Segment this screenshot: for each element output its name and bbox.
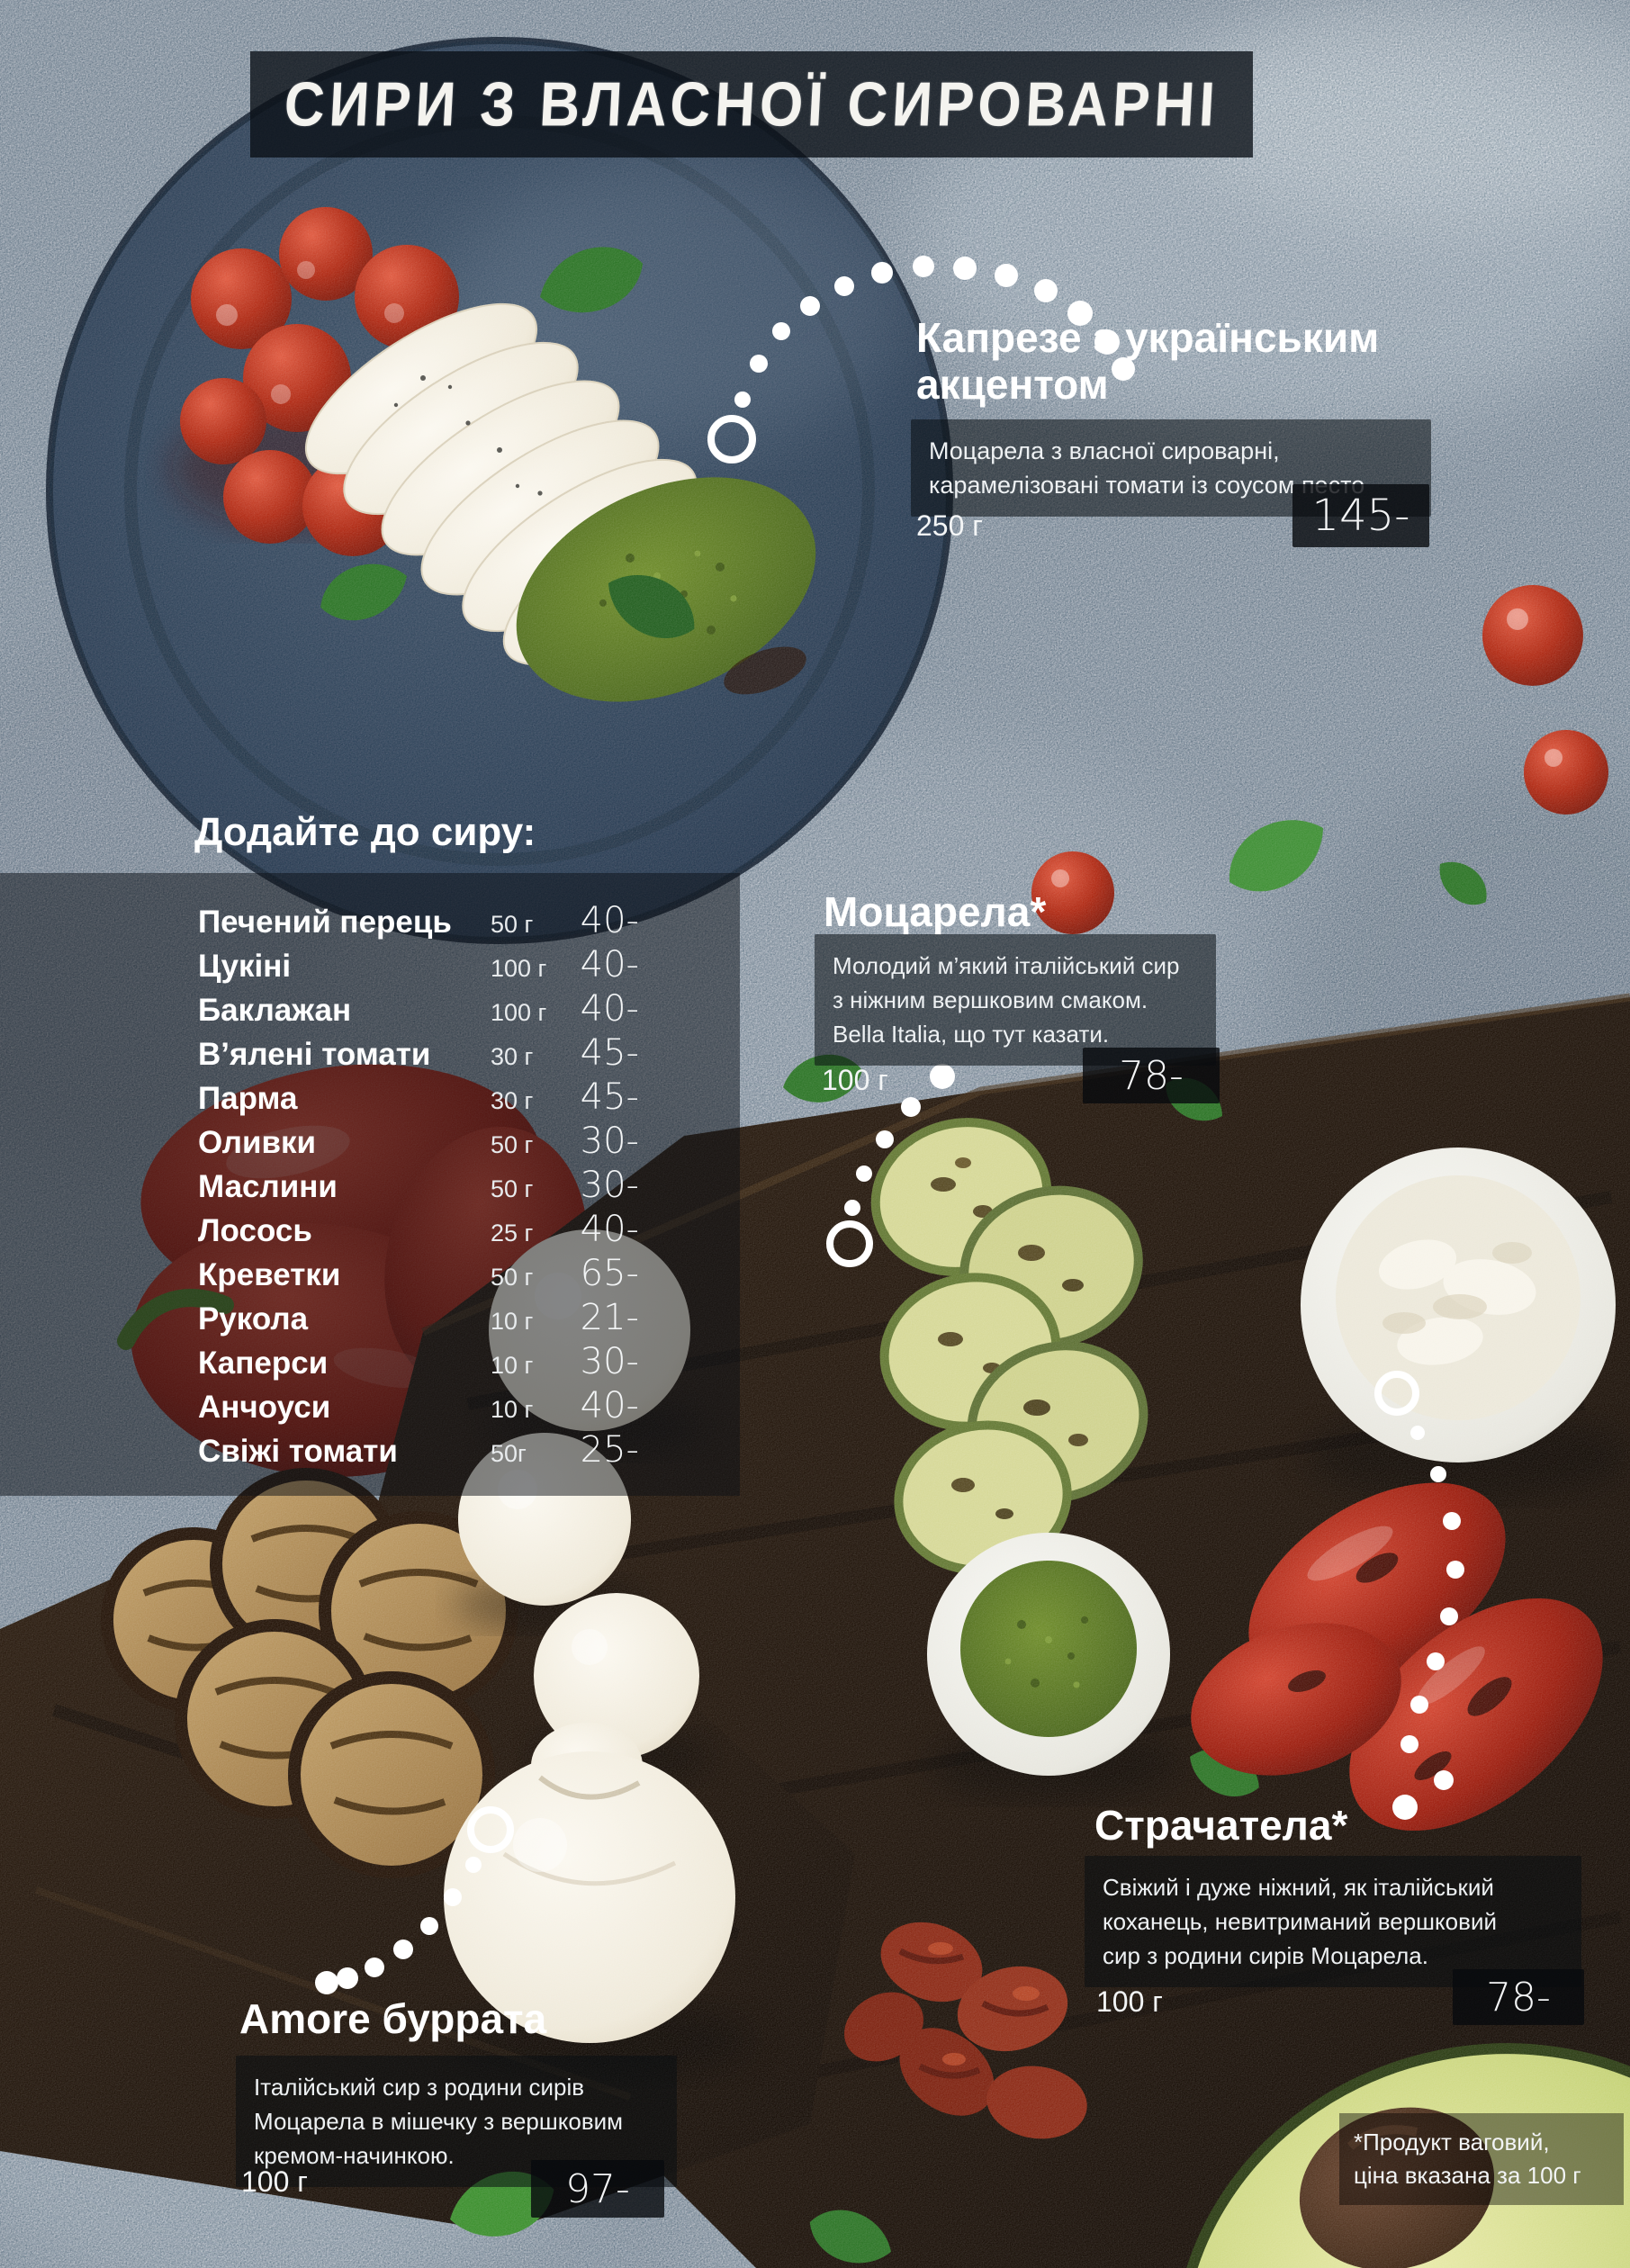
addon-row: Свіжі томати 50г 25- [198, 1429, 639, 1473]
addon-row: Каперси 10 г 30- [198, 1341, 639, 1385]
addon-price: 21- [580, 1297, 639, 1338]
leader-dots-caprese [707, 256, 1135, 464]
dish-weight-stracciatella: 100 г [1096, 1985, 1163, 2018]
dish-weight-caprese: 250 г [916, 509, 983, 542]
addon-weight: 30 г [491, 1043, 534, 1070]
dish-price-mozzarella: 78- [1083, 1048, 1220, 1103]
ring-marker-stracciatella [1374, 1371, 1419, 1416]
addon-row: Оливки 50 г 30- [198, 1120, 639, 1165]
dish-description-stracciatella: Свіжий і дуже ніжний, як італійський кох… [1085, 1856, 1581, 1987]
ring-marker-caprese [707, 415, 756, 464]
weight-product-footnote: *Продукт ваговий, ціна вказана за 100 г [1339, 2113, 1624, 2205]
addon-price: 40- [580, 1209, 639, 1250]
addon-row: Креветки 50 г 65- [198, 1253, 639, 1297]
addon-name: Оливки [198, 1125, 317, 1160]
addon-weight: 50 г [491, 1131, 534, 1158]
addons-heading: Додайте до сиру: [194, 810, 536, 854]
addon-price: 40- [580, 900, 639, 941]
dish-price-stracciatella: 78- [1453, 1969, 1584, 2025]
addon-price: 45- [580, 1076, 639, 1118]
addon-row: Парма 30 г 45- [198, 1076, 639, 1120]
addon-weight: 50г [491, 1440, 527, 1467]
addon-name: Печений перець [198, 904, 452, 940]
addon-row: Маслини 50 г 30- [198, 1165, 639, 1209]
page-title: СИРИ З ВЛАСНОЇ СИРОВАРНІ [282, 69, 1221, 140]
addon-price: 65- [580, 1253, 639, 1294]
addon-name: Свіжі томати [198, 1434, 398, 1469]
addon-weight: 10 г [491, 1352, 534, 1379]
dish-title-mozzarella: Моцарела* [824, 888, 1047, 935]
dish-weight-mozzarella: 100 г [822, 1064, 888, 1096]
addon-price: 45- [580, 1032, 639, 1074]
page-title-band: СИРИ З ВЛАСНОЇ СИРОВАРНІ [250, 51, 1253, 158]
addon-weight: 50 г [491, 911, 534, 938]
addon-price: 40- [580, 1385, 639, 1426]
addon-row: Печений перець 50 г 40- [198, 900, 639, 944]
addon-price: 30- [580, 1165, 639, 1206]
dish-title-caprese: Капрезе з українським акцентом [916, 314, 1380, 409]
addon-row: В’ялені томати 30 г 45- [198, 1032, 639, 1076]
dish-title-stracciatella: Страчатела* [1094, 1802, 1348, 1849]
addon-name: Анчоуси [198, 1390, 331, 1425]
dish-title-caprese-line1: Капрезе з українським [916, 314, 1380, 361]
addon-name: Рукола [198, 1301, 309, 1336]
dish-price-burrata: 97- [531, 2160, 664, 2218]
addon-name: Лосось [198, 1213, 312, 1248]
addon-weight: 50 г [491, 1175, 534, 1202]
ring-marker-burrata [467, 1806, 514, 1853]
addon-weight: 10 г [491, 1396, 534, 1423]
addon-name: Креветки [198, 1257, 341, 1292]
addon-weight: 25 г [491, 1220, 534, 1246]
addon-weight: 10 г [491, 1308, 534, 1335]
addon-row: Лосось 25 г 40- [198, 1209, 639, 1253]
dish-description-mozzarella: Молодий м’який італійський сир з ніжним … [815, 934, 1216, 1066]
addon-row: Баклажан 100 г 40- [198, 988, 639, 1032]
dish-price-caprese: 145- [1292, 484, 1429, 547]
addons-panel: Печений перець 50 г 40- Цукіні 100 г 40-… [0, 873, 740, 1496]
addon-weight: 100 г [491, 999, 547, 1026]
addon-name: Баклажан [198, 993, 352, 1028]
addon-weight: 50 г [491, 1264, 534, 1291]
addon-price: 40- [580, 988, 639, 1030]
addon-weight: 30 г [491, 1087, 534, 1114]
addon-weight: 100 г [491, 955, 547, 982]
addon-row: Анчоуси 10 г 40- [198, 1385, 639, 1429]
addon-price: 25- [580, 1429, 639, 1471]
addon-price: 40- [580, 944, 639, 986]
leader-dots-burrata [315, 1806, 514, 1994]
addon-row: Рукола 10 г 21- [198, 1297, 639, 1341]
addon-name: Парма [198, 1081, 298, 1116]
addon-price: 30- [580, 1341, 639, 1382]
dish-weight-burrata: 100 г [241, 2165, 308, 2198]
ring-marker-mozzarella [826, 1220, 873, 1267]
addon-name: В’ялені томати [198, 1037, 431, 1072]
leader-dots-mozzarella [826, 1064, 955, 1267]
leader-dots-stracciatella [1374, 1371, 1464, 1820]
addon-name: Маслини [198, 1169, 338, 1204]
dish-title-burrata: Amore буррата [239, 1995, 547, 2042]
addon-price: 30- [580, 1120, 639, 1162]
addon-name: Каперси [198, 1346, 329, 1381]
addon-row: Цукіні 100 г 40- [198, 944, 639, 988]
addon-name: Цукіні [198, 949, 292, 984]
dish-title-caprese-line2: акцентом [916, 360, 1109, 408]
